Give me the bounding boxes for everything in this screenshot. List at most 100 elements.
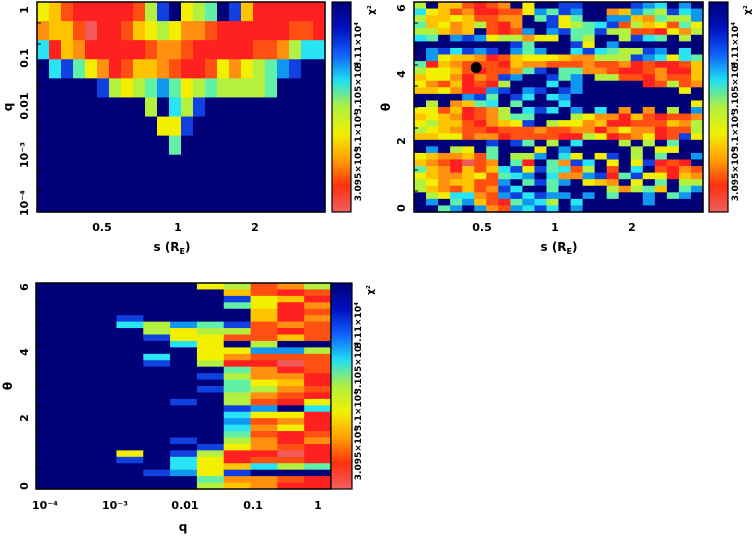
colorbar-label: 3.11×10⁴ [731,22,741,68]
heatmap-cell [606,28,620,36]
heatmap-cell [546,126,560,134]
heatmap-cell [193,116,206,137]
heatmap-cell [558,192,572,200]
heatmap-cell [558,21,572,29]
heatmap-cell [89,482,118,490]
heatmap-cell [606,61,620,69]
heatmap-cell [666,152,680,161]
heatmap-cell [582,113,596,121]
heatmap-cell [170,431,198,439]
heatmap-cell [277,463,305,471]
heatmap-cell [510,74,523,82]
heatmap-cell [250,360,278,368]
heatmap-cell [145,154,158,175]
heatmap-cell [450,146,463,154]
heatmap-cell [145,97,158,118]
heatmap-cell [426,113,439,121]
heatmap-cell [618,179,632,187]
y-tick-label: 10⁻⁴ [18,190,31,216]
colorbar-label: 3.105×10⁴ [354,342,364,395]
heatmap-cell [62,334,91,342]
heatmap-cell [170,456,198,464]
heatmap-cell [250,418,278,426]
heatmap-cell [642,192,656,200]
heatmap-cell [462,8,475,16]
heatmap-cell [217,78,230,99]
heatmap-cell [534,21,548,29]
heatmap-cell [109,78,122,99]
heatmap-cell [474,159,487,167]
heatmap-cell [116,347,144,355]
heatmap-cell [570,54,584,62]
heatmap-cell [594,133,608,141]
heatmap-cell [522,179,536,187]
heatmap-cell [534,198,548,207]
heatmap-cell [570,159,584,167]
heatmap-cell [510,87,523,95]
heatmap-cell [690,100,704,108]
heatmap-cell [170,379,198,387]
heatmap-cell [170,443,198,451]
heatmap-cell [450,126,463,134]
heatmap-cell [534,185,548,193]
heatmap-cell [510,126,523,134]
heatmap-cell [666,185,680,193]
heatmap-cell [462,133,475,141]
heatmap-cell [522,139,536,147]
heatmap-cell [277,450,305,458]
heatmap-cell [97,97,110,118]
heatmap-cell [49,2,62,22]
heatmap-cell [277,469,305,477]
x-tick-label: 0.5 [472,221,492,234]
heatmap-cell [438,93,451,102]
heatmap-cell [89,411,118,419]
heatmap-cell [277,431,305,439]
heatmap-cell [223,340,252,348]
heatmap-cell [414,192,427,200]
heatmap-cell [438,107,451,115]
heatmap-cell [690,93,704,102]
heatmap-cell [546,61,560,69]
heatmap-cell [606,205,620,213]
heatmap-cell [546,47,560,56]
heatmap-cell [304,476,332,484]
heatmap-cell [223,431,252,439]
heatmap-cell [426,47,439,56]
heatmap-cell [414,8,427,16]
heatmap-cell [654,139,668,147]
heatmap-cell [157,116,170,137]
heatmap-cell [654,61,668,69]
heatmap-cell [438,54,451,62]
heatmap-cell [570,146,584,154]
heatmap-cell [546,34,560,42]
heatmap-cell [170,295,198,303]
heatmap-cell [145,2,158,22]
heatmap-cell [642,80,656,88]
heatmap-cell [666,179,680,187]
heatmap-cell [85,173,98,194]
heatmap-cell [143,347,171,355]
heatmap-cell [510,113,523,121]
heatmap-cell [277,135,290,156]
heatmap-cell [170,347,198,355]
heatmap-cell [630,179,644,187]
y-tick-label: 2 [18,414,31,422]
heatmap-cell [690,179,704,187]
x-axis-label: s (RE) [154,240,191,256]
heatmap-cell [426,192,439,200]
heatmap-cell [217,97,230,118]
heatmap-cell [277,443,305,451]
heatmap-cell [606,2,620,10]
heatmap-cell [654,54,668,62]
heatmap-cell [558,172,572,180]
heatmap-cell [426,54,439,62]
heatmap-cell [265,40,278,60]
heatmap-cell [426,185,439,193]
heatmap-cell [582,61,596,69]
heatmap-cell [37,192,50,213]
heatmap-cell [89,283,118,291]
heatmap-cell [37,78,50,99]
heatmap-cell [289,59,302,79]
heatmap-cell [143,482,171,490]
heatmap-cell [62,315,91,323]
